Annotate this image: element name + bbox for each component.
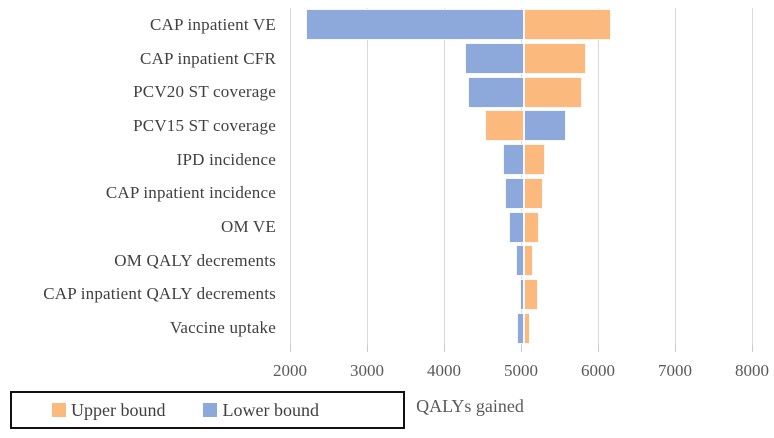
bar-lower-bound-om-ve — [508, 211, 525, 243]
legend: Upper bound Lower bound — [10, 391, 405, 429]
bar-upper-bound-om-ve — [524, 211, 539, 243]
category-label-cap-inpatient-ve: CAP inpatient VE — [150, 14, 276, 34]
bar-upper-bound-vaccine-uptake — [524, 312, 531, 344]
tick-mark-8000 — [751, 345, 753, 352]
gridline-6000 — [597, 8, 599, 345]
bar-lower-bound-om-qaly-decrements — [515, 245, 525, 277]
category-label-cap-inpatient-qaly-decrements: CAP inpatient QALY decrements — [43, 284, 276, 304]
gridline-2000 — [289, 8, 291, 345]
tick-label-2000: 2000 — [273, 361, 307, 380]
category-label-om-qaly-decrements: OM QALY decrements — [114, 250, 276, 270]
gridline-5000 — [520, 8, 522, 345]
tick-mark-3000 — [366, 345, 368, 352]
tick-mark-6000 — [597, 345, 599, 352]
bar-lower-bound-pcv15-st-coverage — [524, 110, 566, 142]
tick-label-3000: 3000 — [350, 361, 384, 380]
category-label-pcv20-st-coverage: PCV20 ST coverage — [133, 82, 276, 102]
legend-item-upper-bound: Upper bound — [52, 400, 165, 421]
x-axis-tick-labels: 2000 3000 4000 5000 6000 7000 8000 — [273, 361, 769, 381]
category-label-cap-inpatient-incidence: CAP inpatient incidence — [105, 183, 276, 203]
bar-lower-bound-cap-inpatient-ve — [306, 9, 525, 41]
bar-lower-bound-vaccine-uptake — [517, 312, 525, 344]
tick-mark-7000 — [674, 345, 676, 352]
bar-lower-bound-pcv20-st-coverage — [467, 76, 525, 108]
tick-mark-4000 — [443, 345, 445, 352]
tick-label-7000: 7000 — [658, 361, 692, 380]
gridline-7000 — [674, 8, 676, 345]
category-label-pcv15-st-coverage: PCV15 ST coverage — [133, 115, 276, 135]
bar-lower-bound-ipd-incidence — [502, 144, 525, 176]
category-label-om-ve: OM VE — [221, 217, 276, 237]
bar-lower-bound-cap-inpatient-cfr — [464, 43, 525, 75]
bar-upper-bound-pcv15-st-coverage — [484, 110, 525, 142]
tick-label-5000: 5000 — [504, 361, 538, 380]
gridline-3000 — [366, 8, 368, 345]
category-label-ipd-incidence: IPD incidence — [176, 149, 276, 169]
tick-label-6000: 6000 — [581, 361, 615, 380]
gridline-8000 — [751, 8, 753, 345]
gridline-4000 — [443, 8, 445, 345]
legend-label-upper-bound: Upper bound — [71, 399, 166, 420]
tick-mark-2000 — [289, 345, 291, 352]
bar-upper-bound-cap-inpatient-ve — [524, 9, 612, 41]
legend-item-lower-bound: Lower bound — [203, 399, 319, 421]
tick-label-8000: 8000 — [735, 361, 769, 380]
tick-mark-5000 — [520, 345, 522, 352]
plot-area — [289, 8, 753, 345]
bar-upper-bound-cap-inpatient-qaly-decrements — [524, 278, 538, 310]
category-label-cap-inpatient-cfr: CAP inpatient CFR — [140, 48, 276, 68]
legend-label-lower-bound: Lower bound — [222, 399, 319, 420]
bar-upper-bound-pcv20-st-coverage — [524, 76, 582, 108]
bar-upper-bound-ipd-incidence — [524, 144, 545, 176]
bar-upper-bound-cap-inpatient-incidence — [524, 177, 544, 209]
category-axis: CAP inpatient VE CAP inpatient CFR PCV20 S… — [0, 8, 283, 345]
tick-label-4000: 4000 — [427, 361, 461, 380]
bar-lower-bound-cap-inpatient-incidence — [504, 177, 525, 209]
bar-upper-bound-om-qaly-decrements — [524, 245, 534, 277]
x-axis-title: QALYs gained — [416, 396, 524, 416]
bar-upper-bound-cap-inpatient-cfr — [524, 43, 586, 75]
upper-bound-swatch — [52, 403, 66, 417]
category-label-vaccine-uptake: Vaccine uptake — [169, 318, 276, 338]
bar-lower-bound-cap-inpatient-qaly-decrements — [519, 278, 525, 310]
x-axis-tick-marks — [289, 345, 753, 352]
lower-bound-swatch — [203, 403, 218, 417]
